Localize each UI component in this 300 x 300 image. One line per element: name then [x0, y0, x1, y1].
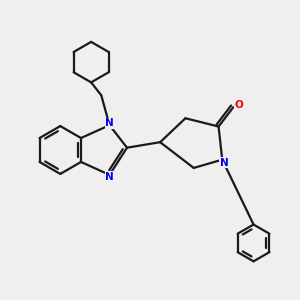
Text: O: O: [235, 100, 244, 110]
Text: N: N: [220, 158, 229, 168]
Text: N: N: [105, 172, 114, 182]
Text: N: N: [105, 118, 114, 128]
